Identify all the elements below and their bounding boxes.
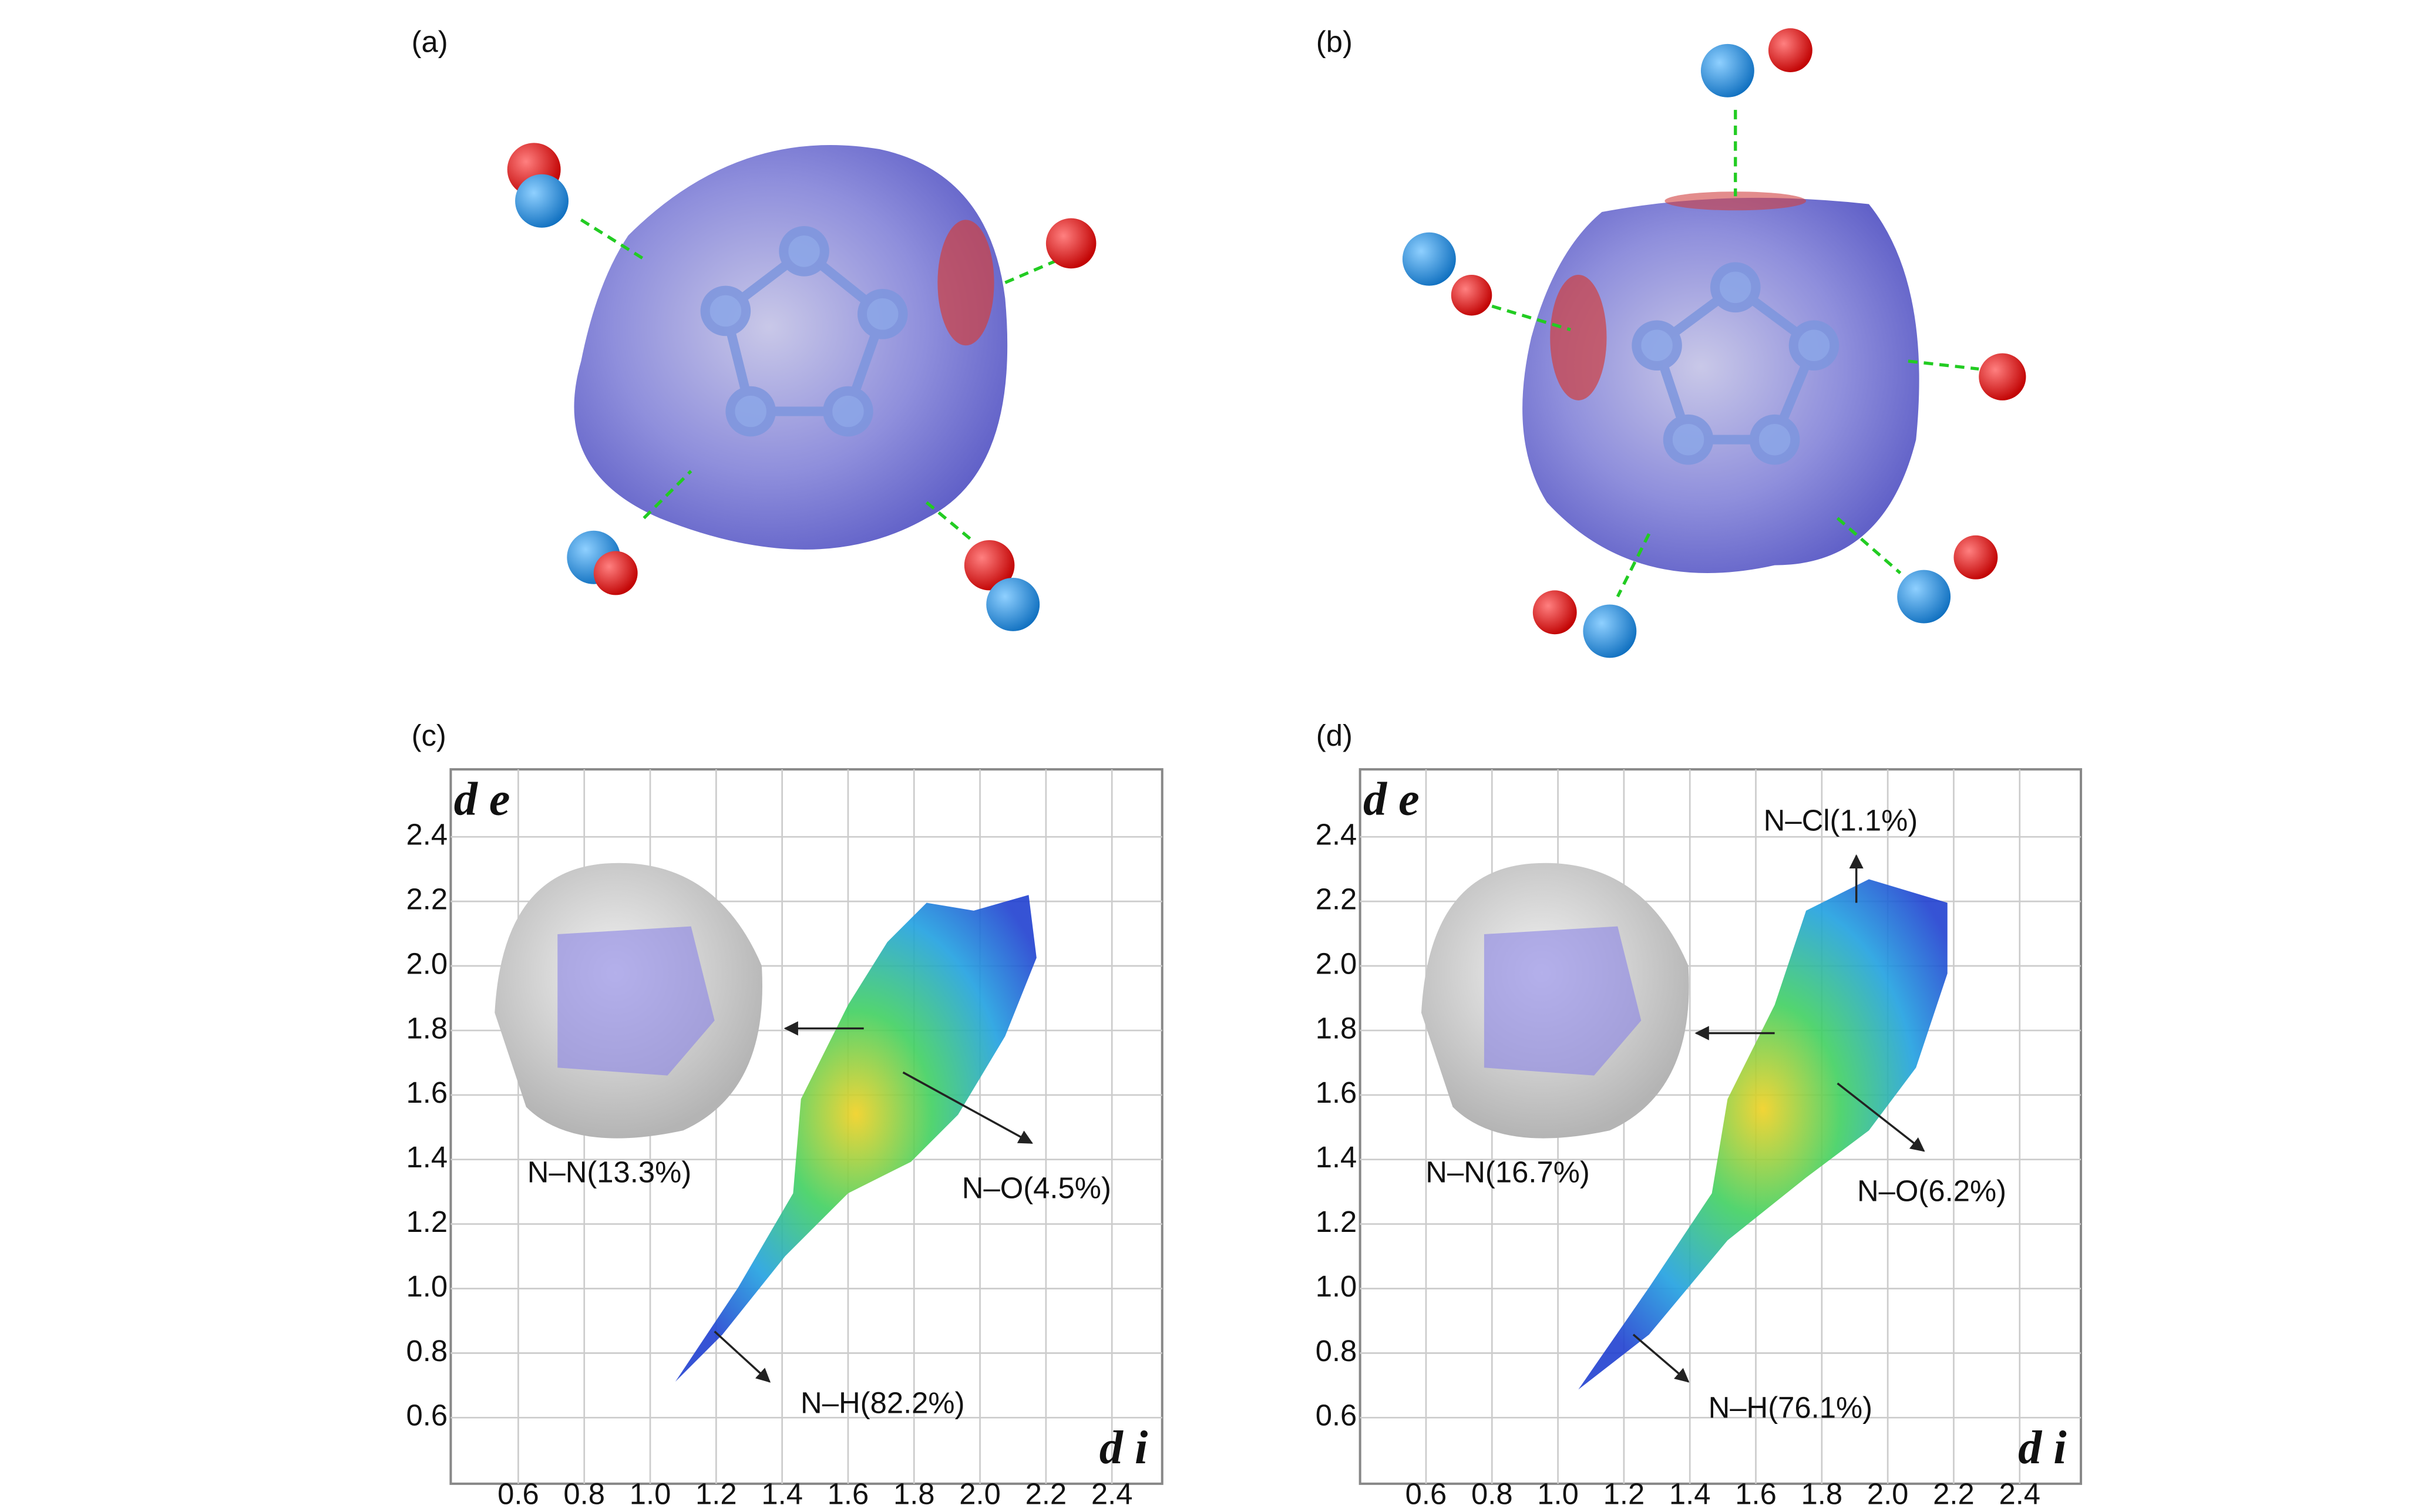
plot-frame — [1358, 768, 2083, 1485]
x-tick-label: 0.8 — [563, 1477, 605, 1511]
x-tick-label: 2.0 — [959, 1477, 1001, 1511]
y-tick-label: 1.8 — [406, 1011, 448, 1045]
panel-label: (c) — [412, 719, 446, 752]
annotation: N–O(6.2%) — [1857, 1174, 2006, 1208]
annotation: N–N(13.3%) — [527, 1156, 691, 1189]
y-tick-label: 1.4 — [1316, 1140, 1357, 1174]
x-tick-label: 1.6 — [828, 1477, 869, 1511]
plots: 0.6 0.8 1.0 1.2 1.4 1.6 1.8 2.0 2.2 2.4 2.4 2.2 2.0 1… — [406, 768, 2083, 1511]
x-tick-label: 1.4 — [1669, 1477, 1711, 1511]
y-tick-label: 0.6 — [406, 1399, 448, 1432]
panel-label: (a) — [412, 25, 448, 58]
x-tick-label: 1.6 — [1735, 1477, 1777, 1511]
hirshfeld-surface-b — [1402, 28, 2026, 658]
inset-patch — [1484, 926, 1642, 1076]
x-tick-label: 0.6 — [1405, 1477, 1447, 1511]
y-tick-label: 2.0 — [1316, 947, 1357, 980]
y-axis-label: d e — [454, 773, 510, 825]
annotation: N–H(76.1%) — [1709, 1391, 1872, 1425]
x-tick-label: 1.2 — [695, 1477, 737, 1511]
y-tick-label: 2.2 — [406, 883, 448, 916]
fingerprint-plot: 0.6 0.8 1.0 1.2 1.4 1.6 1.8 2.0 2.2 2.4 2.4 2.2 2.0 1… — [406, 768, 1163, 1511]
y-tick-label: 1.2 — [1316, 1205, 1357, 1238]
x-tick-label: 1.0 — [1537, 1477, 1579, 1511]
x-tick-label: 2.4 — [1091, 1477, 1133, 1511]
y-tick-label: 1.6 — [406, 1076, 448, 1109]
annotation: N–O(4.5%) — [962, 1171, 1111, 1204]
y-tick-label: 1.2 — [406, 1205, 448, 1238]
x-axis-label: d i — [1099, 1422, 1148, 1474]
y-tick-label: 1.8 — [1316, 1011, 1357, 1045]
x-tick-label: 1.2 — [1603, 1477, 1645, 1511]
x-tick-label: 1.8 — [1801, 1477, 1843, 1511]
arrow — [1632, 1333, 1690, 1383]
x-tick-label: 2.2 — [1933, 1477, 1975, 1511]
x-tick-label: 2.0 — [1867, 1477, 1909, 1511]
arrow — [714, 1331, 771, 1383]
x-tick-label: 1.8 — [893, 1477, 935, 1511]
y-tick-label: 0.6 — [1316, 1399, 1357, 1432]
annotation: N–N(16.7%) — [1425, 1156, 1589, 1189]
y-tick-label: 0.8 — [1316, 1334, 1357, 1368]
annotation: N–Cl(1.1%) — [1764, 804, 1918, 837]
x-tick-label: 1.4 — [761, 1477, 803, 1511]
y-tick-label: 2.0 — [406, 947, 448, 980]
x-tick-label: 0.8 — [1471, 1477, 1513, 1511]
x-tick-label: 1.0 — [630, 1477, 671, 1511]
hirshfeld-surface-a — [507, 143, 1097, 631]
fingerprint-cloud — [675, 895, 1037, 1382]
panel-label: (d) — [1316, 719, 1353, 752]
fingerprint-plot: 0.6 0.8 1.0 1.2 1.4 1.6 1.8 2.0 2.2 2.4 2.4 2.2 2.0 1… — [1316, 768, 2083, 1511]
y-tick-label: 1.0 — [406, 1269, 448, 1303]
y-tick-label: 2.4 — [1316, 818, 1357, 851]
annotation: N–H(82.2%) — [801, 1386, 964, 1420]
x-tick-label: 2.4 — [1999, 1477, 2040, 1511]
y-tick-label: 1.0 — [1316, 1269, 1357, 1303]
x-tick-label: 0.6 — [497, 1477, 539, 1511]
arrow — [902, 1071, 1033, 1144]
y-tick-label: 2.2 — [1316, 883, 1357, 916]
panel-label: (b) — [1316, 25, 1353, 58]
y-tick-label: 1.4 — [406, 1140, 448, 1174]
fingerprint-cloud — [1578, 879, 1948, 1390]
y-tick-label: 1.6 — [1316, 1076, 1357, 1109]
x-axis-label: d i — [2018, 1422, 2066, 1474]
y-tick-label: 0.8 — [406, 1334, 448, 1368]
x-tick-label: 2.2 — [1025, 1477, 1067, 1511]
y-tick-label: 2.4 — [406, 818, 448, 851]
y-axis-label: d e — [1363, 773, 1420, 825]
arrow — [1837, 1082, 1925, 1152]
inset-patch — [557, 926, 715, 1076]
